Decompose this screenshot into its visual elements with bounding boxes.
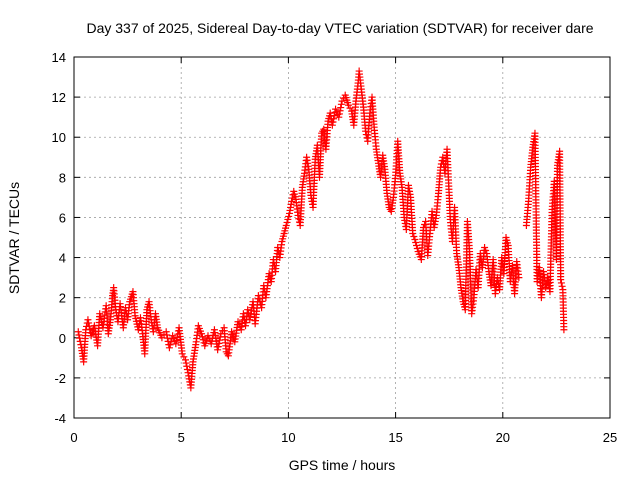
data-point-marker [411, 236, 419, 244]
data-point-marker [344, 101, 352, 109]
data-point-marker [85, 319, 93, 327]
data-point-marker [244, 306, 252, 314]
data-point-marker [198, 333, 206, 341]
data-point-marker [172, 340, 180, 348]
data-point-marker [283, 218, 291, 226]
plot-frame [73, 56, 611, 419]
data-point-marker [335, 113, 343, 121]
data-point-marker [338, 97, 346, 105]
data-point-marker [412, 239, 420, 247]
data-point-marker [335, 110, 343, 118]
data-point-marker [330, 112, 338, 120]
grid-lines [74, 57, 610, 418]
x-tick-label: 0 [70, 430, 77, 445]
x-tick-label: 15 [388, 430, 402, 445]
x-tick-label: 25 [603, 430, 617, 445]
data-point-marker [182, 359, 190, 367]
data-point-marker [409, 229, 417, 237]
data-point-marker [172, 337, 180, 345]
x-tick-label: 10 [281, 430, 295, 445]
data-points [74, 67, 568, 392]
data-point-marker [557, 276, 565, 284]
data-point-marker [337, 100, 345, 108]
data-point-marker [346, 104, 354, 112]
x-axis-label: GPS time / hours [289, 457, 396, 473]
data-point-marker [181, 356, 189, 364]
data-point-marker [410, 232, 418, 240]
y-tick-label: 0 [59, 331, 66, 346]
data-point-marker [336, 107, 344, 115]
data-point-marker [482, 247, 490, 255]
data-point-marker [183, 362, 191, 370]
data-point-marker [178, 350, 186, 358]
chart-title: Day 337 of 2025, Sidereal Day-to-day VTE… [86, 20, 593, 36]
data-point-marker [337, 104, 345, 112]
data-point-marker [198, 330, 206, 338]
data-point-marker [542, 284, 550, 292]
data-point-marker [166, 341, 174, 349]
data-point-marker [183, 365, 191, 373]
data-point-marker [288, 197, 296, 205]
data-point-marker [558, 282, 566, 290]
y-tick-label: 8 [59, 170, 66, 185]
y-tick-label: 14 [52, 50, 66, 65]
data-point-marker [180, 353, 188, 361]
y-tick-label: 4 [59, 251, 66, 266]
y-axis-label: SDTVAR / TECUs [6, 182, 22, 294]
data-point-marker [282, 221, 290, 229]
data-point-marker [481, 244, 489, 252]
data-point-marker [184, 369, 192, 377]
data-point-marker [413, 245, 421, 253]
data-point-marker [165, 344, 173, 352]
data-point-marker [214, 343, 222, 351]
data-point-marker [285, 212, 293, 220]
y-tick-label: 12 [52, 90, 66, 105]
x-tick-label: 5 [178, 430, 185, 445]
data-point-marker [84, 316, 92, 324]
data-point-marker [215, 339, 223, 347]
data-point-marker [199, 336, 207, 344]
x-tick-label: 20 [496, 430, 510, 445]
y-tick-label: -4 [54, 411, 66, 426]
data-point-marker [75, 331, 83, 339]
data-point-marker [557, 279, 565, 287]
data-point-marker [330, 115, 338, 123]
data-point-marker [328, 121, 336, 129]
y-tick-label: -2 [54, 371, 66, 386]
data-point-marker [163, 331, 171, 339]
data-point-marker [329, 118, 337, 126]
data-point-marker [74, 328, 82, 336]
data-point-marker [214, 346, 222, 354]
data-point-marker [515, 274, 523, 282]
data-point-marker [560, 326, 568, 334]
data-point-marker [284, 215, 292, 223]
y-tick-label: 10 [52, 130, 66, 145]
data-point-marker [162, 328, 170, 336]
data-point-marker [163, 334, 171, 342]
y-tick-label: 2 [59, 291, 66, 306]
y-tick-label: 6 [59, 210, 66, 225]
